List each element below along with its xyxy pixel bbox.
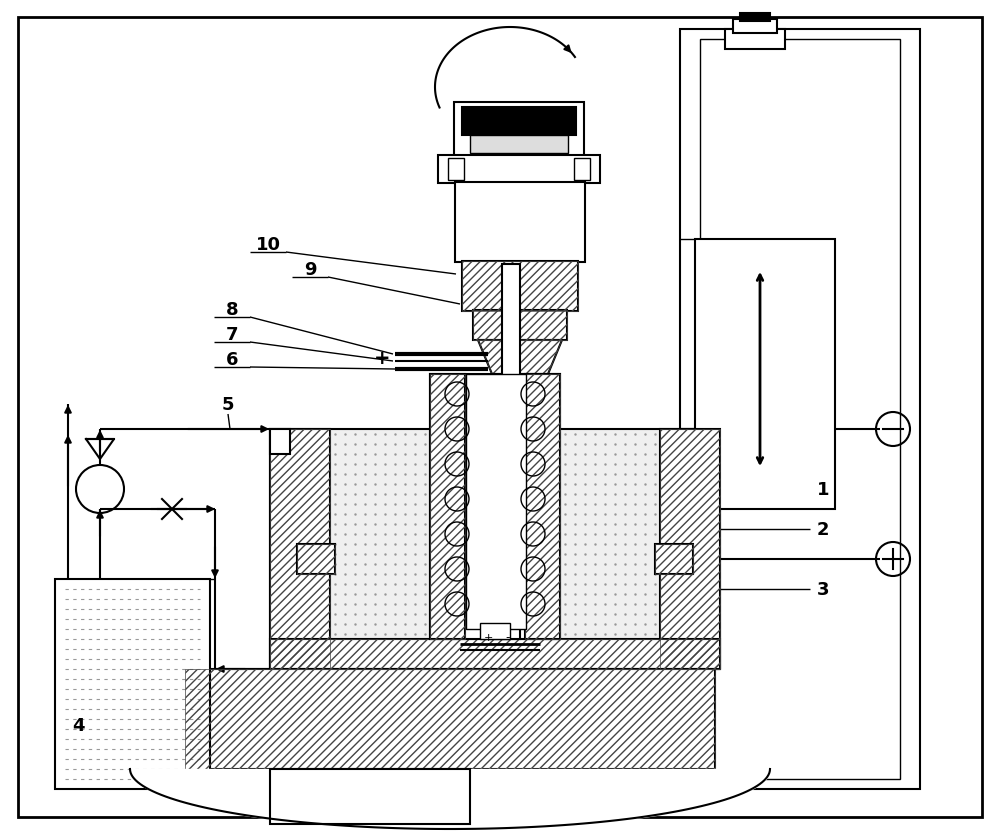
Polygon shape — [478, 340, 562, 375]
Bar — [430, 375, 465, 640]
Bar — [462, 108, 576, 135]
Bar — [430, 375, 465, 640]
Bar — [655, 544, 693, 574]
Text: +: + — [374, 348, 390, 367]
Bar — [297, 544, 335, 574]
Bar — [297, 544, 335, 574]
Text: 5: 5 — [222, 395, 234, 414]
Bar — [185, 669, 715, 769]
Bar — [660, 430, 720, 669]
Text: 2: 2 — [817, 520, 829, 538]
Bar — [740, 14, 770, 22]
Bar — [270, 640, 720, 669]
Text: 10: 10 — [256, 236, 281, 253]
Bar — [574, 159, 590, 181]
Text: 7: 7 — [226, 325, 238, 344]
Bar — [502, 265, 520, 640]
Text: 8: 8 — [226, 301, 238, 319]
Bar — [525, 375, 560, 640]
Text: 3: 3 — [817, 580, 829, 599]
Text: +: + — [483, 632, 493, 642]
Text: 1: 1 — [817, 481, 829, 498]
Text: 6: 6 — [226, 350, 238, 369]
Text: 4: 4 — [72, 716, 84, 734]
Bar — [462, 262, 578, 312]
Bar — [330, 430, 660, 640]
Bar — [470, 135, 568, 154]
Text: 9: 9 — [304, 261, 316, 278]
Bar — [454, 103, 584, 158]
Bar — [55, 579, 210, 789]
Bar — [430, 375, 560, 640]
Bar — [700, 40, 900, 779]
Bar — [462, 262, 578, 312]
Bar — [525, 375, 560, 640]
Bar — [270, 430, 330, 669]
Bar — [448, 159, 464, 181]
Bar — [455, 183, 585, 263]
Bar — [473, 311, 567, 340]
Bar — [655, 544, 693, 574]
Bar — [680, 30, 920, 789]
Bar — [466, 375, 526, 630]
Text: -: - — [506, 630, 510, 644]
Bar — [270, 430, 290, 455]
Bar — [695, 240, 835, 509]
Bar — [270, 769, 470, 824]
Bar — [660, 430, 720, 669]
Bar — [473, 311, 567, 340]
Bar — [185, 669, 715, 769]
Bar — [438, 155, 600, 184]
Bar — [725, 30, 785, 50]
Bar — [270, 430, 330, 669]
Bar — [480, 624, 510, 640]
Bar — [733, 20, 777, 34]
Bar — [270, 640, 720, 669]
